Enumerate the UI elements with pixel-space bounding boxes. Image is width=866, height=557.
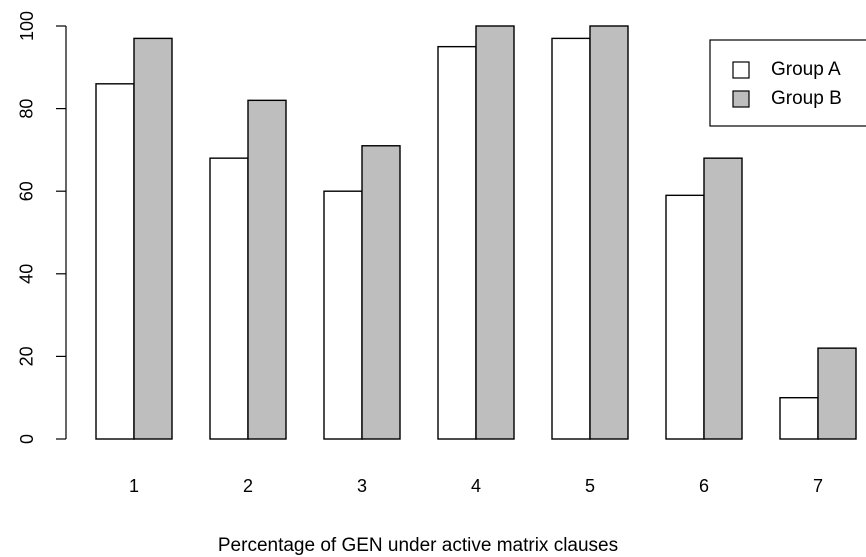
x-tick-label: 5	[585, 476, 595, 496]
y-axis: 0 20 40 60 80 100	[17, 11, 67, 444]
y-tick-label: 40	[17, 264, 37, 284]
bar-group-a-1	[95, 83, 135, 440]
bar-group-a-3	[323, 190, 363, 440]
bar-group-b-4	[475, 25, 515, 440]
x-tick-label: 6	[699, 476, 709, 496]
x-tick-labels: 1 2 3 4 5 6 7	[129, 476, 823, 496]
x-tick-label: 2	[243, 476, 253, 496]
legend-swatch	[732, 90, 750, 108]
x-tick-label: 3	[357, 476, 367, 496]
x-axis-label: Percentage of GEN under active matrix cl…	[218, 535, 618, 556]
legend-box	[709, 39, 866, 127]
legend-label: Group B	[771, 88, 842, 109]
bar-group-a-7	[779, 397, 819, 440]
bar-group-b-5	[589, 25, 629, 440]
bar-group-b-3	[361, 145, 401, 440]
y-tick-label: 100	[17, 11, 37, 41]
bar-group-a-2	[209, 157, 249, 440]
bar-group-a-4	[437, 45, 477, 440]
x-tick-label: 1	[129, 476, 139, 496]
legend-label: Group A	[771, 59, 841, 80]
legend: Group A Group B	[709, 39, 866, 127]
bar-group-a-6	[665, 194, 705, 440]
legend-swatch	[732, 61, 750, 79]
x-tick-label: 4	[471, 476, 481, 496]
y-tick-label: 0	[17, 434, 37, 444]
x-tick-label: 7	[813, 476, 823, 496]
bar-group-b-7	[817, 347, 857, 440]
y-tick-label: 60	[17, 181, 37, 201]
bars	[95, 25, 857, 440]
y-tick-label: 80	[17, 99, 37, 119]
bar-group-a-5	[551, 37, 591, 440]
bar-group-b-1	[133, 37, 173, 440]
bar-group-b-6	[703, 157, 743, 440]
y-tick-label: 20	[17, 346, 37, 366]
bar-group-b-2	[247, 99, 287, 440]
